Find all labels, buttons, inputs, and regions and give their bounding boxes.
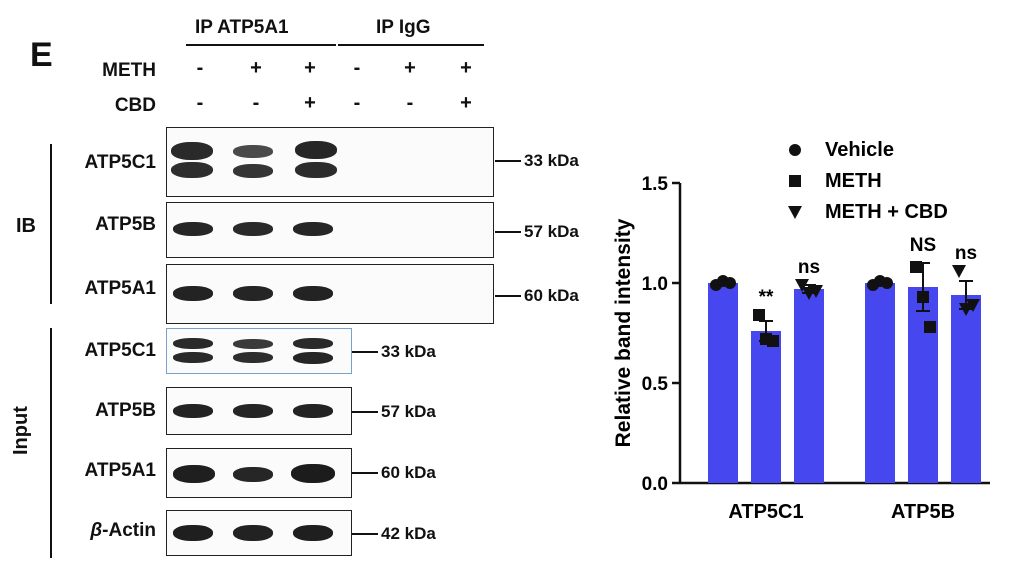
data-point <box>924 321 936 333</box>
bar <box>865 283 895 483</box>
ib-bracket <box>50 144 52 304</box>
significance-label: ** <box>759 287 774 308</box>
kda-tick <box>352 411 378 413</box>
legend-label: METH + CBD <box>825 201 948 223</box>
y-tick-label: 0.0 <box>642 474 668 495</box>
data-point <box>966 299 980 312</box>
input-row-label: ATP5B <box>95 400 156 421</box>
ib-row-label: ATP5A1 <box>84 278 156 299</box>
kda-label: 60 kDa <box>381 463 436 482</box>
input-row-label: ATP5A1 <box>84 460 156 481</box>
legend-marker <box>789 144 801 156</box>
treatment-sign: - <box>353 92 361 114</box>
legend-label: Vehicle <box>825 139 894 161</box>
x-category-label: ATP5C1 <box>728 501 803 523</box>
kda-label: 57 kDa <box>524 222 579 241</box>
blot-ib-atp5a1 <box>166 264 494 324</box>
kda-label: 57 kDa <box>381 402 436 421</box>
blot-ib-atp5b <box>166 202 494 258</box>
y-tick-label: 1.5 <box>642 174 669 195</box>
significance-label: ns <box>798 257 820 278</box>
bar <box>908 287 938 483</box>
significance-label: NS <box>910 235 936 256</box>
y-axis-label: Relative band intensity <box>612 218 635 447</box>
treatment-sign: - <box>196 92 204 114</box>
ip-header-igg: IP IgG <box>376 17 431 38</box>
kda-tick <box>495 160 521 162</box>
kda-tick <box>495 295 521 297</box>
blot-input-atp5b <box>166 387 352 435</box>
kda-label: 42 kDa <box>381 524 436 543</box>
treatment-sign: - <box>406 92 414 114</box>
data-point <box>881 277 893 289</box>
treatment-sign: + <box>460 92 472 114</box>
y-tick-label: 0.5 <box>642 374 669 395</box>
ib-row-label: ATP5C1 <box>84 152 156 173</box>
legend-marker <box>789 175 801 187</box>
treatment-sign: - <box>353 57 361 79</box>
ip-header-igg-line <box>338 44 484 46</box>
panel-letter: E <box>30 36 53 74</box>
treatment-label-cbd: CBD <box>114 95 156 116</box>
blot-ib-atp5c1 <box>166 127 494 197</box>
legend-label: METH <box>825 170 882 192</box>
kda-tick <box>352 351 378 353</box>
treatment-label-meth: METH <box>102 60 156 81</box>
ib-group-label: IB <box>16 215 36 237</box>
data-point <box>795 279 809 292</box>
data-point <box>753 309 765 321</box>
treatment-sign: - <box>252 92 260 114</box>
input-bracket <box>50 328 52 558</box>
blot-input-atp5c1 <box>166 328 352 374</box>
treatment-sign: + <box>404 57 416 79</box>
treatment-sign: + <box>250 57 262 79</box>
treatment-sign: + <box>460 57 472 79</box>
ib-row-label: ATP5B <box>95 214 156 235</box>
data-point <box>767 335 779 347</box>
data-point <box>952 265 966 278</box>
legend-marker <box>788 206 802 219</box>
treatment-sign: + <box>304 57 316 79</box>
input-group-label: Input <box>10 406 32 455</box>
treatment-sign: + <box>304 92 316 114</box>
x-category-label: ATP5B <box>891 501 955 523</box>
bar <box>708 283 738 483</box>
data-point <box>809 285 823 298</box>
data-point <box>917 291 929 303</box>
treatment-sign: - <box>196 57 204 79</box>
bar <box>951 295 981 483</box>
kda-label: 60 kDa <box>524 286 579 305</box>
kda-tick <box>352 472 378 474</box>
input-row-label: ATP5C1 <box>84 340 156 361</box>
bar <box>751 331 781 483</box>
input-row-label-actin: β-Actin <box>90 520 156 541</box>
blot-input-atp5a1 <box>166 448 352 498</box>
bar <box>794 289 824 483</box>
bar-chart: 0.0 0.5 1.0 1.5 Relative band intensity ** ns A… <box>612 139 990 523</box>
kda-label: 33 kDa <box>381 342 436 361</box>
data-point <box>959 303 973 316</box>
kda-label: 33 kDa <box>524 151 579 170</box>
data-point <box>910 261 922 273</box>
kda-tick <box>352 533 378 535</box>
ip-header-atp5a1: IP ATP5A1 <box>195 17 289 38</box>
ip-header-atp5a1-line <box>186 44 336 46</box>
blot-input-actin <box>166 510 352 556</box>
data-point <box>724 277 736 289</box>
y-tick-label: 1.0 <box>642 274 668 295</box>
significance-label: ns <box>955 243 977 264</box>
kda-tick <box>495 231 521 233</box>
